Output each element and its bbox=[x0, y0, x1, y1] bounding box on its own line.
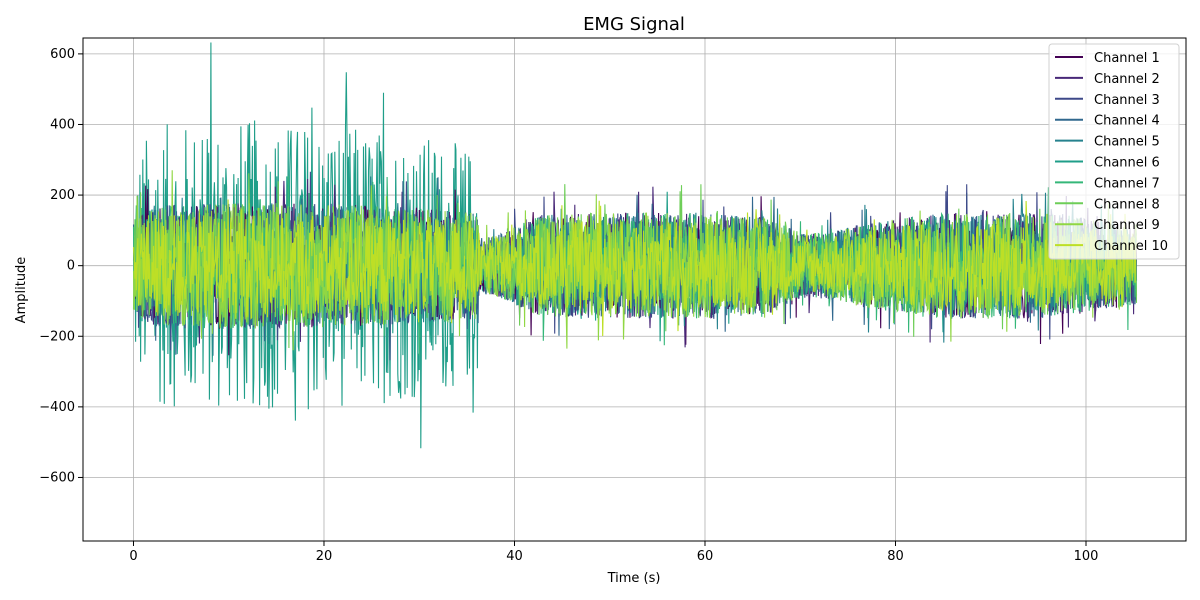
legend-label: Channel 1 bbox=[1094, 51, 1160, 66]
legend-label: Channel 9 bbox=[1094, 218, 1160, 233]
y-axis-ticks: −600 −400 −200 0 200 400 600 bbox=[39, 47, 83, 485]
y-tick-label: −200 bbox=[39, 329, 75, 344]
legend-label: Channel 2 bbox=[1094, 72, 1160, 87]
x-tick-label: 60 bbox=[697, 549, 714, 564]
chart-title: EMG Signal bbox=[583, 14, 685, 35]
x-tick-label: 0 bbox=[129, 549, 137, 564]
legend-label: Channel 8 bbox=[1094, 197, 1160, 212]
legend-label: Channel 7 bbox=[1094, 176, 1160, 191]
x-axis-label: Time (s) bbox=[607, 571, 661, 586]
legend-label: Channel 4 bbox=[1094, 114, 1160, 129]
legend-label: Channel 10 bbox=[1094, 239, 1168, 254]
y-axis-label: Amplitude bbox=[14, 257, 29, 324]
x-tick-label: 80 bbox=[887, 549, 904, 564]
legend-label: Channel 6 bbox=[1094, 156, 1160, 171]
series-layer bbox=[132, 42, 1138, 449]
y-tick-label: 600 bbox=[50, 47, 75, 62]
plot-frame bbox=[82, 37, 1187, 542]
legend-label: Channel 3 bbox=[1094, 93, 1160, 108]
y-tick-label: −600 bbox=[39, 470, 75, 485]
y-tick-label: 0 bbox=[67, 259, 75, 274]
x-tick-label: 20 bbox=[316, 549, 333, 564]
y-tick-label: −400 bbox=[39, 400, 75, 415]
x-axis-ticks: 0 20 40 60 80 100 bbox=[129, 541, 1098, 564]
x-tick-label: 40 bbox=[506, 549, 523, 564]
legend-box bbox=[1048, 43, 1180, 260]
series-line-10 bbox=[132, 199, 1138, 337]
y-tick-label: 400 bbox=[50, 117, 75, 132]
x-tick-label: 100 bbox=[1074, 549, 1099, 564]
y-tick-label: 200 bbox=[50, 188, 75, 203]
legend: Channel 1 Channel 2 Channel 3 Channel 4 Chan… bbox=[1048, 43, 1180, 260]
legend-label: Channel 5 bbox=[1094, 135, 1160, 150]
